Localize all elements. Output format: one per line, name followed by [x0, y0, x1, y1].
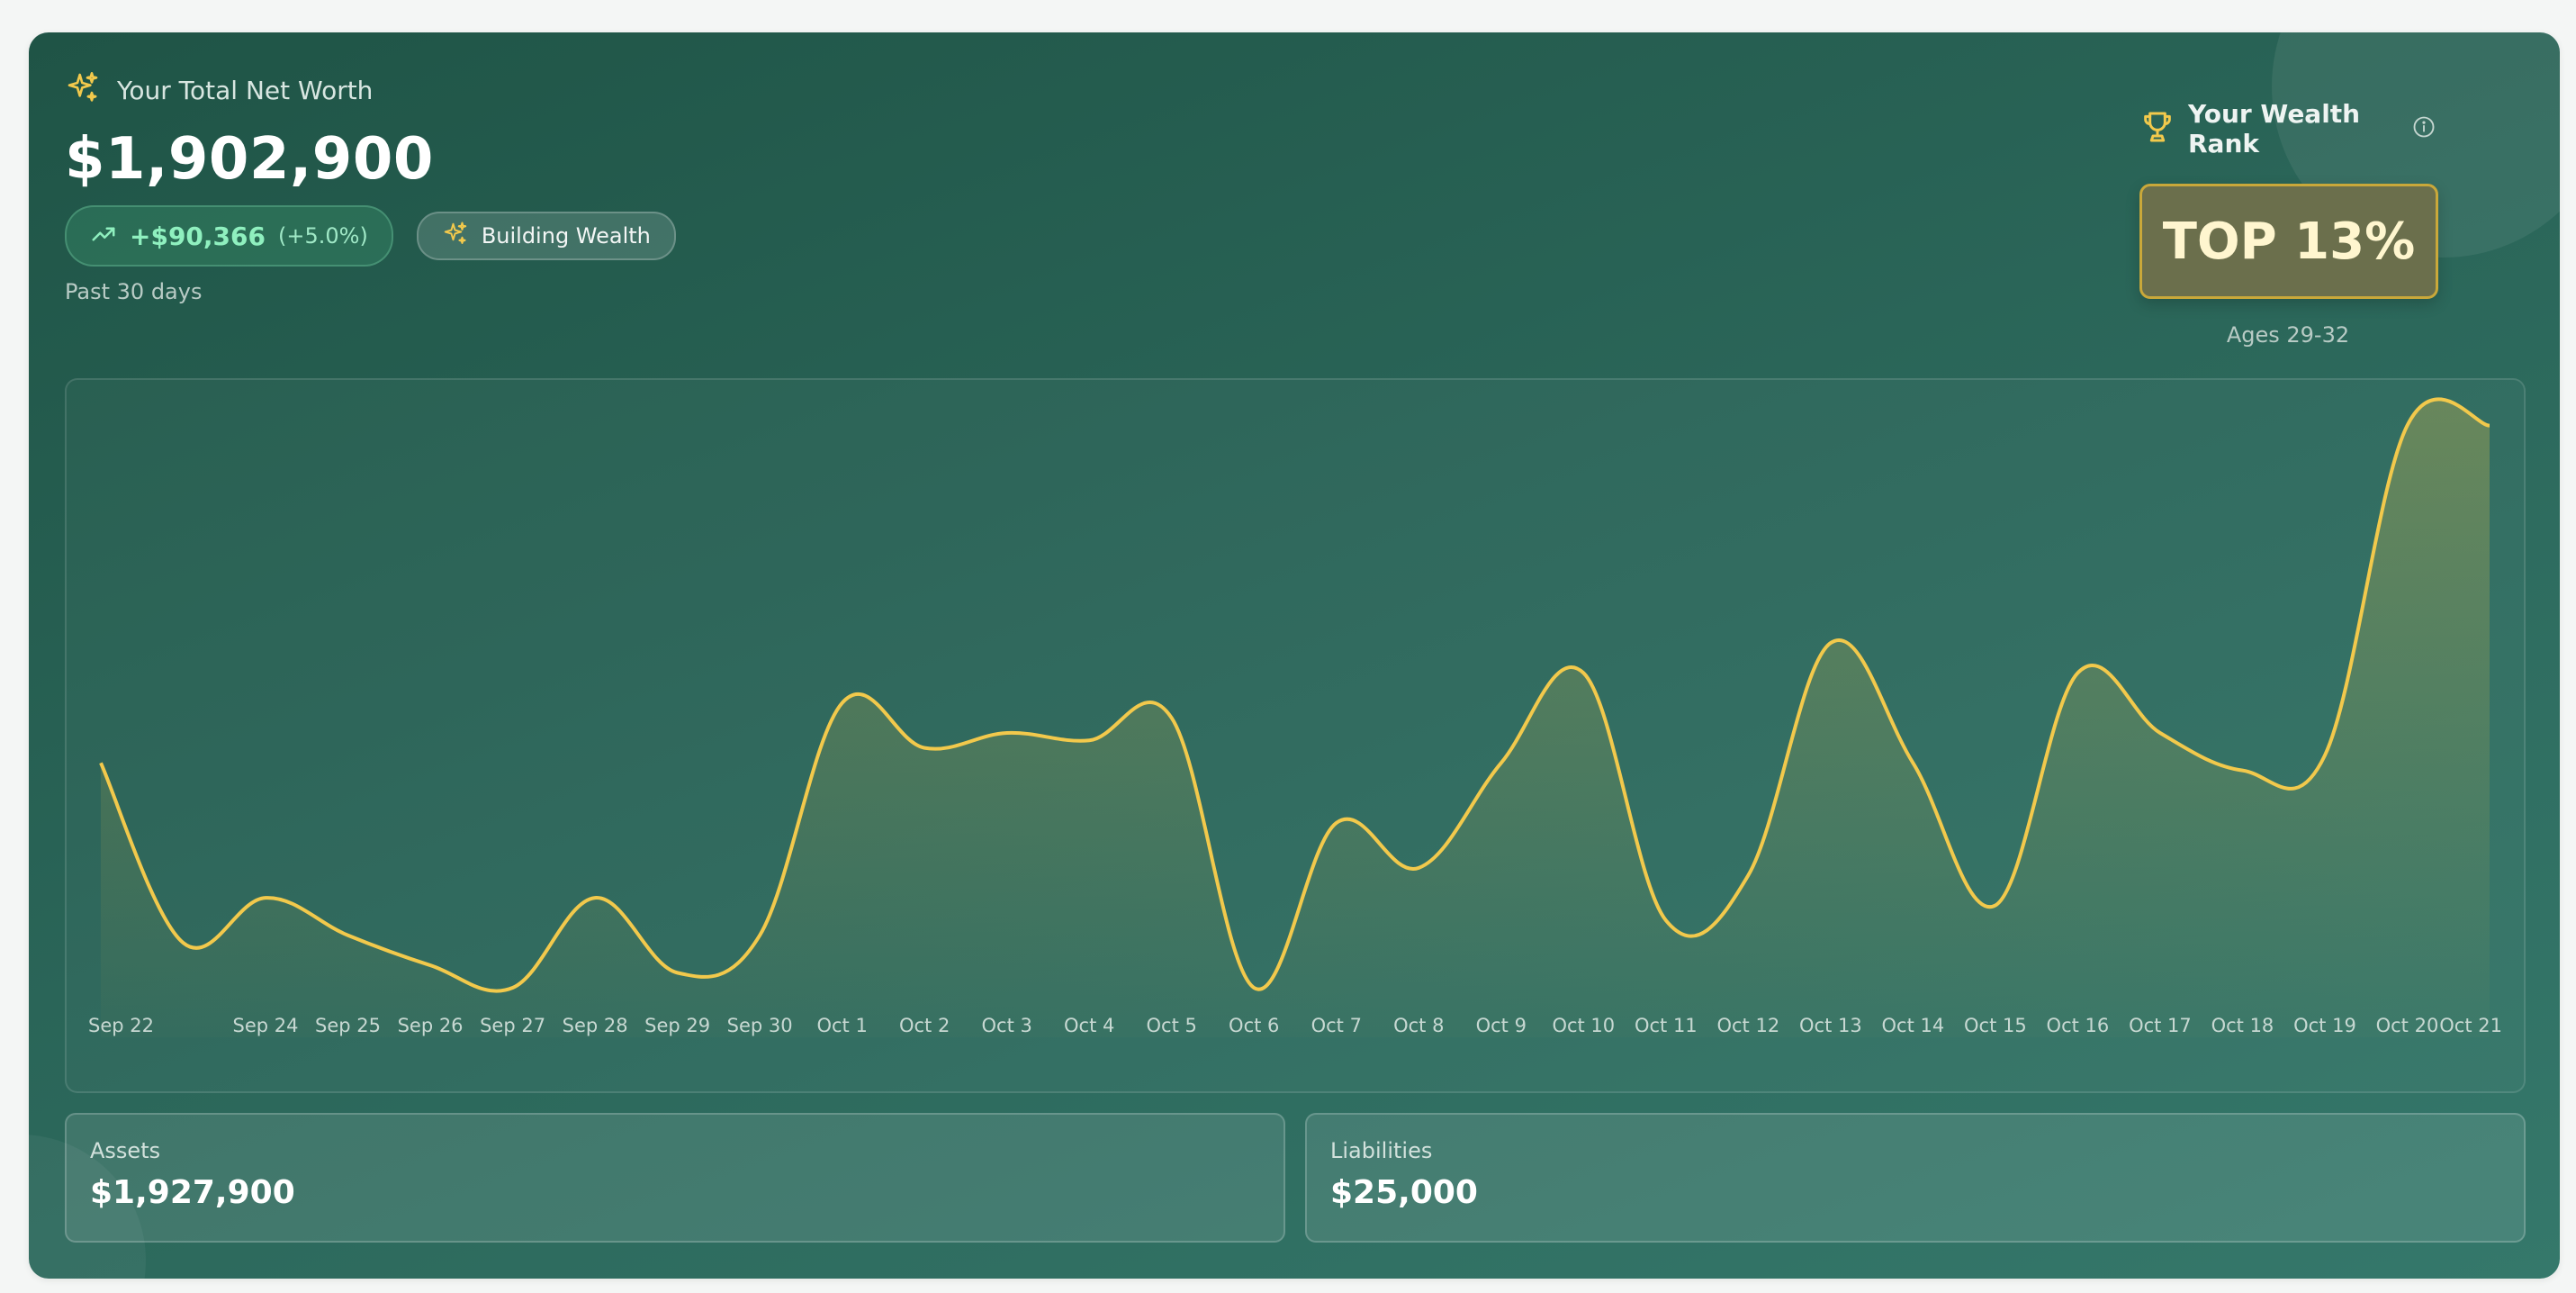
x-tick-label: Sep 24 — [233, 1015, 299, 1036]
net-worth-header: Your Total Net Worth $1,902,900 +$90,366… — [65, 70, 676, 304]
x-tick-label: Sep 28 — [563, 1015, 628, 1036]
change-badge: +$90,366 (+5.0%) — [65, 205, 393, 267]
x-tick-label: Oct 9 — [1476, 1015, 1527, 1036]
x-tick-label: Oct 2 — [899, 1015, 950, 1036]
x-tick-label: Oct 8 — [1393, 1015, 1444, 1036]
x-tick-label: Sep 29 — [644, 1015, 710, 1036]
status-label: Building Wealth — [481, 223, 651, 249]
change-percent: (+5.0%) — [278, 223, 368, 249]
rank-value: TOP 13% — [2162, 212, 2416, 271]
x-tick-label: Oct 12 — [1716, 1015, 1779, 1036]
wealth-rank: Your Wealth Rank TOP 13% Ages 29-32 — [2139, 99, 2438, 348]
x-tick-label: Oct 20 — [2376, 1015, 2439, 1036]
assets-card: Assets $1,927,900 — [65, 1113, 1285, 1243]
x-tick-label: Oct 6 — [1229, 1015, 1279, 1036]
net-worth-chart: Sep 22 Sep 24 Sep 25 Sep 26 Sep 27 Sep 28 Sep … — [65, 378, 2526, 1093]
chart-svg: Sep 22 Sep 24 Sep 25 Sep 26 Sep 27 Sep 28 Sep … — [88, 397, 2502, 1037]
x-tick-label: Oct 17 — [2129, 1015, 2192, 1036]
x-tick-label: Sep 30 — [727, 1015, 793, 1036]
x-tick-label: Oct 13 — [1799, 1015, 1862, 1036]
x-tick-label: Oct 15 — [1964, 1015, 2027, 1036]
x-tick-label: Sep 22 — [88, 1015, 154, 1036]
trending-up-icon — [90, 221, 117, 251]
period-label: Past 30 days — [65, 279, 203, 304]
chart-area-fill — [101, 399, 2490, 1037]
assets-label: Assets — [90, 1138, 161, 1163]
x-tick-label: Oct 7 — [1311, 1015, 1362, 1036]
liabilities-card: Liabilities $25,000 — [1305, 1113, 2526, 1243]
x-tick-label: Oct 1 — [816, 1015, 867, 1036]
net-worth-value: $1,902,900 — [65, 126, 434, 193]
rank-badge: TOP 13% — [2139, 184, 2438, 299]
x-tick-label: Oct 18 — [2211, 1015, 2274, 1036]
x-tick-label: Oct 10 — [1552, 1015, 1615, 1036]
sparkles-icon — [65, 70, 101, 110]
assets-value: $1,927,900 — [90, 1174, 295, 1211]
rank-title: Your Wealth Rank — [2188, 99, 2361, 158]
rank-age-range: Ages 29-32 — [2226, 322, 2350, 348]
x-tick-label: Oct 16 — [2047, 1015, 2110, 1036]
x-tick-label: Oct 14 — [1882, 1015, 1945, 1036]
x-tick-label: Oct 4 — [1064, 1015, 1114, 1036]
x-tick-label: Sep 25 — [315, 1015, 381, 1036]
info-icon[interactable] — [2411, 114, 2436, 143]
x-tick-label: Oct 3 — [982, 1015, 1032, 1036]
net-worth-title: Your Total Net Worth — [117, 75, 374, 105]
liabilities-value: $25,000 — [1330, 1174, 1478, 1211]
chart-series-line — [99, 397, 2490, 993]
trophy-icon — [2139, 109, 2175, 149]
x-tick-label: Oct 5 — [1147, 1015, 1197, 1036]
status-badge: Building Wealth — [416, 212, 676, 260]
change-amount: +$90,366 — [130, 221, 266, 251]
liabilities-label: Liabilities — [1330, 1138, 1433, 1163]
net-worth-card: Your Total Net Worth $1,902,900 +$90,366… — [29, 32, 2560, 1279]
sparkles-icon — [442, 221, 469, 251]
x-tick-label: Oct 19 — [2293, 1015, 2356, 1036]
x-tick-label: Oct 21 — [2439, 1015, 2502, 1036]
x-tick-label: Sep 26 — [398, 1015, 464, 1036]
x-tick-label: Oct 11 — [1635, 1015, 1698, 1036]
x-tick-label: Sep 27 — [480, 1015, 545, 1036]
